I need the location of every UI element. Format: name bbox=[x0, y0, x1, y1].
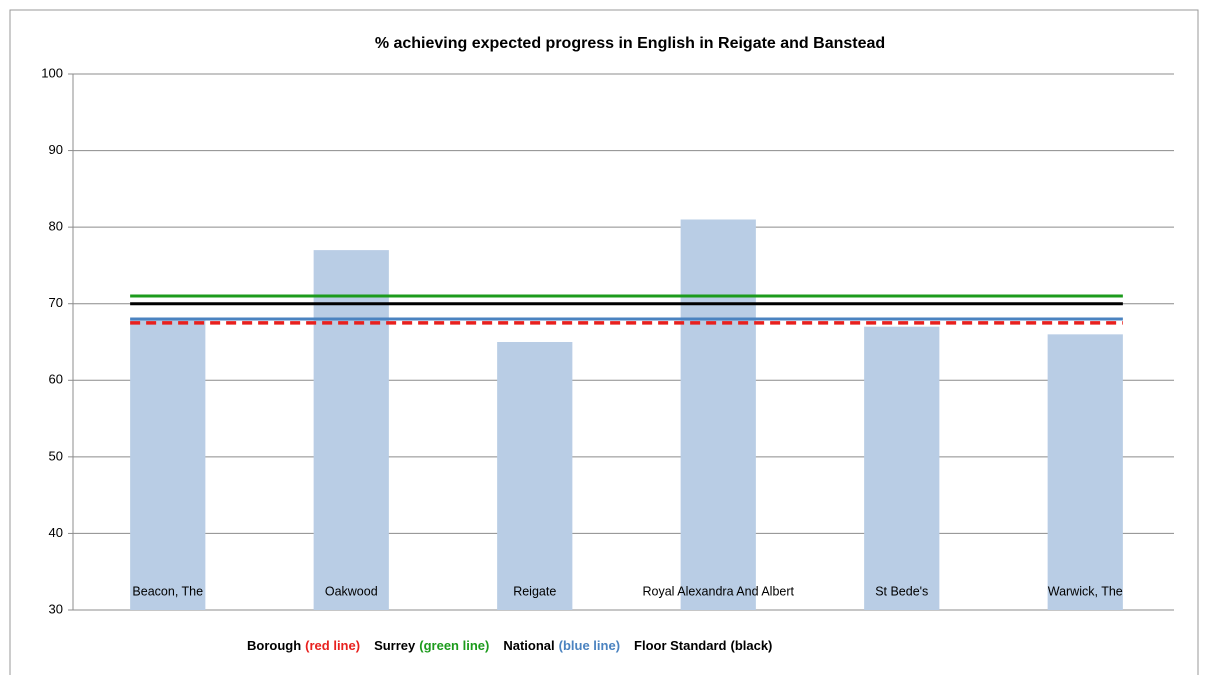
x-tick-label: Royal Alexandra And Albert bbox=[643, 584, 795, 598]
x-tick-label: Oakwood bbox=[325, 584, 378, 598]
legend-label: Floor Standard bbox=[634, 638, 727, 653]
bar bbox=[680, 219, 756, 610]
x-tick-label: Warwick, The bbox=[1048, 584, 1123, 598]
bar bbox=[313, 250, 389, 610]
legend-label: National bbox=[503, 638, 554, 653]
x-tick-label: St Bede's bbox=[875, 584, 928, 598]
y-tick-label: 30 bbox=[49, 601, 63, 616]
legend-note: (red line) bbox=[305, 638, 360, 653]
legend-note: (blue line) bbox=[559, 638, 620, 653]
x-tick-label: Reigate bbox=[513, 584, 556, 598]
y-tick-label: 70 bbox=[49, 295, 63, 310]
legend-label: Surrey bbox=[374, 638, 416, 653]
chart-border bbox=[9, 9, 1199, 675]
chart-title: % achieving expected progress in English… bbox=[375, 35, 885, 52]
x-tick-label: Beacon, The bbox=[132, 584, 203, 598]
bar bbox=[497, 342, 573, 610]
legend: Borough (red line) Surrey (green line) Natio… bbox=[247, 638, 772, 653]
y-tick-label: 50 bbox=[49, 448, 63, 463]
bar bbox=[1047, 334, 1123, 610]
legend-note: (black) bbox=[730, 638, 772, 653]
bar bbox=[864, 326, 940, 610]
y-tick-label: 90 bbox=[49, 142, 63, 157]
y-tick-label: 60 bbox=[49, 372, 63, 387]
legend-label: Borough bbox=[247, 638, 301, 653]
y-tick-label: 40 bbox=[49, 525, 63, 540]
y-tick-label: 100 bbox=[41, 65, 63, 80]
y-tick-label: 80 bbox=[49, 219, 63, 234]
legend-note: (green line) bbox=[419, 638, 489, 653]
bar bbox=[130, 319, 206, 610]
